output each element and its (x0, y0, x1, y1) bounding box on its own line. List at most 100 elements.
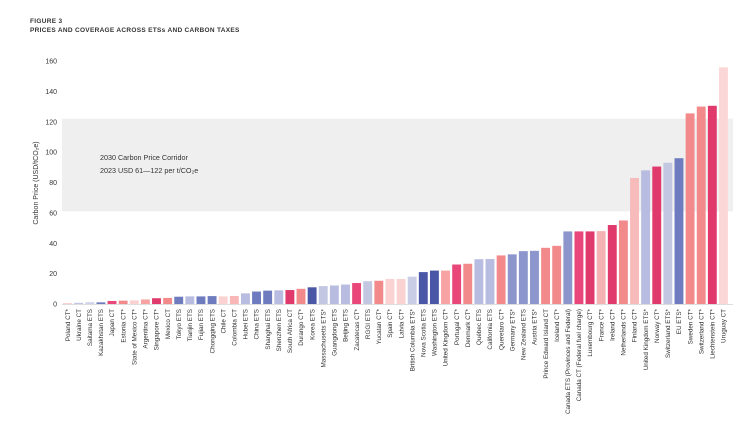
bar-60 (718, 67, 728, 304)
y-tick-label: 160 (45, 59, 57, 66)
bar-52 (630, 177, 639, 304)
bar-44 (541, 247, 551, 304)
y-tick-label: 40 (49, 241, 57, 248)
category-label: Mexico CT (165, 309, 172, 339)
bar-59 (707, 105, 717, 304)
category-label: Canada ETS (Provinces and Federal) (565, 309, 572, 414)
y-tick-label: 20 (49, 271, 57, 278)
category-label: Estonia CT* (120, 308, 127, 342)
bar-1 (63, 303, 73, 304)
category-label: Fujian ETS (198, 309, 205, 340)
bar-5 (107, 300, 117, 304)
bar-9 (152, 298, 161, 304)
bar-26 (341, 284, 350, 304)
category-label: Iceland CT* (554, 308, 561, 341)
category-label: Poland CT* (65, 308, 72, 341)
category-label: Germany ETS* (509, 308, 516, 351)
category-label: Austria ETS* (532, 308, 539, 345)
bar-14 (207, 296, 217, 304)
bar-13 (196, 296, 206, 304)
y-tick-label: 120 (45, 119, 57, 126)
category-label: Tokyo ETS (176, 309, 183, 339)
bar-50 (607, 225, 617, 304)
bar-28 (363, 281, 373, 304)
bar-39 (485, 259, 495, 304)
bar-41 (507, 254, 517, 304)
category-label: Luxembourg CT* (587, 308, 594, 356)
y-tick-label: 140 (45, 89, 57, 96)
bar-11 (174, 296, 184, 304)
bar-21 (285, 290, 295, 304)
category-label: France CT* (598, 308, 605, 341)
bar-2 (74, 302, 84, 304)
bar-4 (96, 302, 106, 304)
bar-48 (585, 231, 595, 304)
category-label: Latvia CT* (398, 308, 405, 338)
category-label: Nova Scotia ETS (420, 309, 427, 357)
bar-31 (396, 278, 406, 304)
category-label: Beijing ETS (343, 309, 350, 342)
bar-8 (140, 299, 150, 304)
category-label: Uruguay CT (721, 309, 728, 343)
category-label: Sweden CT* (687, 308, 694, 344)
y-tick-label: 100 (45, 150, 57, 157)
category-label: Zacatecas CT* (354, 308, 361, 350)
category-label: Finland CT* (632, 308, 639, 342)
category-label: Guangdong ETS (332, 309, 339, 356)
bar-36 (452, 264, 462, 304)
bar-32 (407, 276, 417, 304)
category-label: Japan CT (109, 309, 116, 336)
category-label: Ireland CT* (609, 308, 616, 340)
category-label: California ETS (487, 309, 494, 350)
bar-15 (218, 296, 228, 304)
bar-45 (552, 245, 562, 304)
category-label: South Africa CT (287, 309, 294, 353)
corridor-label-line2: 2023 USD 61—122 per t/CO₂e (100, 166, 198, 175)
category-label: Massachusetts ETS* (320, 308, 327, 367)
y-axis-title: Carbon Price (USD/tCO₂e) (33, 141, 40, 224)
category-label: EU ETS* (676, 308, 683, 334)
category-label: United Kingdom CT* (443, 308, 450, 366)
category-label: New Zealand ETS (521, 309, 528, 360)
category-label: Shanghai ETS (265, 309, 272, 350)
bar-3 (85, 302, 95, 304)
bar-58 (696, 106, 706, 304)
bar-10 (163, 297, 173, 304)
bar-33 (418, 272, 428, 304)
bar-46 (563, 231, 573, 304)
category-label: Liechtenstein CT* (710, 308, 717, 358)
category-label: Hubei ETS (243, 309, 250, 339)
category-label: State of Mexico CT* (131, 308, 138, 365)
bar-22 (296, 288, 306, 304)
category-label: Yucatan CT* (376, 308, 383, 344)
bar-19 (263, 290, 273, 304)
category-label: Switzerland CT* (698, 308, 705, 354)
bar-54 (652, 166, 662, 304)
bar-12 (185, 296, 195, 304)
bar-27 (352, 283, 362, 304)
category-label: Switzerland ETS* (665, 308, 672, 358)
bar-23 (307, 287, 317, 304)
category-label: Canada CT (Federal fuel charge) (576, 309, 583, 401)
y-tick-label: 80 (49, 180, 57, 187)
bar-49 (596, 231, 606, 304)
category-label: Spain CT* (387, 308, 394, 337)
category-label: Washington ETS (432, 309, 439, 356)
bar-30 (385, 278, 395, 304)
category-label: Norway CT* (654, 308, 661, 342)
bar-17 (240, 293, 250, 304)
category-label: Shenzhen ETS (276, 309, 283, 351)
bar-35 (441, 270, 450, 304)
bar-34 (429, 270, 439, 304)
category-label: Queretaro CT* (498, 308, 505, 349)
bar-25 (329, 285, 339, 304)
bar-18 (252, 291, 261, 304)
bar-47 (574, 231, 584, 304)
category-label: Argentina CT* (143, 308, 150, 348)
category-label: Ukraine CT (76, 309, 83, 341)
category-label: United Kingdom ETS* (643, 308, 650, 370)
figure-title: PRICES AND COVERAGE ACROSS ETSs AND CARB… (30, 27, 240, 34)
category-label: Prince Edward Island CT (543, 309, 550, 379)
category-label: Korea ETS (309, 309, 316, 340)
